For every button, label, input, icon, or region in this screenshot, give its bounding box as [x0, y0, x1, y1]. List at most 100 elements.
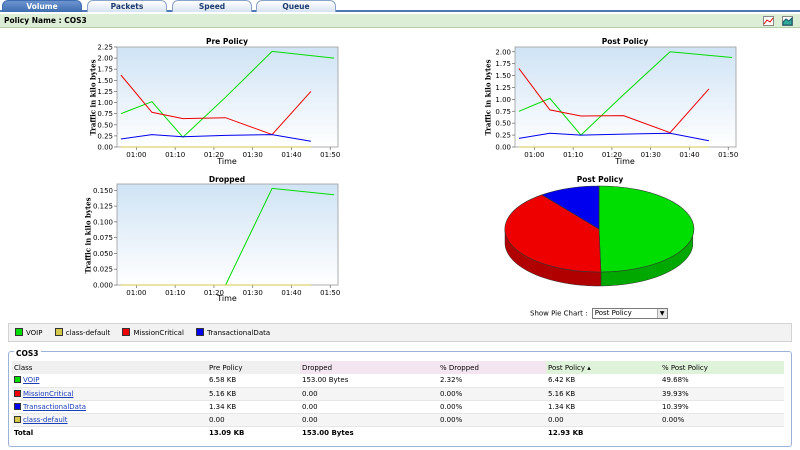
pct-post-policy-cell: 39.93% — [660, 387, 784, 401]
class-link-voip[interactable]: VOIP — [23, 376, 40, 385]
y-tick-label: 0.25 — [97, 132, 113, 140]
post-policy-cell: 6.42 KB — [546, 374, 660, 388]
y-tick-label: 1.75 — [97, 66, 113, 74]
line-chart-icon[interactable] — [763, 16, 774, 26]
tab-queue[interactable]: Queue — [256, 0, 336, 12]
series-line-voip — [120, 50, 335, 138]
tab-volume[interactable]: Volume — [2, 0, 82, 12]
legend-item: MissionCritical — [122, 324, 184, 343]
class-link-missioncritical[interactable]: MissionCritical — [23, 389, 74, 398]
x-tick-label: 01:30 — [641, 151, 661, 159]
y-tick-label: 0.25 — [495, 132, 511, 140]
x-tick-label: 01:20 — [204, 289, 224, 297]
legend-swatch — [196, 328, 205, 336]
x-tick-label: 01:50 — [320, 151, 340, 159]
total-pre-policy: 13.09 KB — [207, 425, 300, 439]
table-row: TransactionalData 1.34 KB 0.00 0.00% 1.3… — [12, 400, 784, 414]
legend-swatch — [122, 328, 131, 336]
chevron-down-icon[interactable]: ▼ — [656, 309, 667, 318]
y-tick-label: 0.75 — [495, 108, 511, 116]
pie-select-value: Post Policy — [594, 309, 632, 317]
class-cell: VOIP — [12, 374, 207, 388]
class-cell: TransactionalData — [12, 400, 207, 414]
pct-post-policy-cell: 49.68% — [660, 374, 784, 388]
x-tick-label: 01:00 — [126, 151, 146, 159]
pct-post-policy-cell: 10.39% — [660, 400, 784, 414]
post-policy-cell: 1.34 KB — [546, 400, 660, 414]
pre-policy-cell: 1.34 KB — [207, 400, 300, 414]
y-tick-label: 1.75 — [495, 60, 511, 68]
series-line-voip — [518, 51, 733, 136]
pie-slice-transactionaldata — [541, 185, 600, 230]
col-header-post-policy[interactable]: Post Policy ▴ — [546, 361, 660, 374]
series-line-transactionaldata — [518, 132, 709, 142]
area-chart-icon[interactable] — [782, 16, 793, 26]
x-tick-label: 01:20 — [204, 151, 224, 159]
pct-post-policy-cell: 0.00% — [660, 413, 784, 427]
chart-title: Post Policy — [576, 175, 624, 184]
total-post-policy: 12.93 KB — [546, 425, 660, 439]
legend-label: MissionCritical — [133, 329, 184, 337]
chart-title: Pre Policy — [205, 37, 249, 46]
tab-packets[interactable]: Packets — [87, 0, 167, 12]
x-tick-label: 01:30 — [243, 151, 263, 159]
x-tick-label: 01:30 — [243, 289, 263, 297]
tab-bar: Volume Packets Speed Queue — [0, 0, 800, 12]
x-tick-label: 01:50 — [320, 289, 340, 297]
legend-swatch — [54, 328, 63, 336]
y-tick-label: 0.50 — [495, 120, 511, 128]
plot-area — [116, 46, 339, 148]
y-tick-label: 0.75 — [97, 110, 113, 118]
series-line-transactionaldata — [120, 134, 311, 142]
y-tick-label: 2.25 — [97, 44, 113, 52]
total-dropped: 153.00 Bytes — [300, 425, 438, 439]
pie-chart-select[interactable]: Post Policy ▼ — [591, 308, 668, 319]
post-policy-cell: 0.00 — [546, 413, 660, 427]
y-tick-label: 0.075 — [93, 234, 113, 242]
x-tick-label: 01:40 — [281, 151, 301, 159]
class-swatch — [14, 389, 21, 397]
col-header-dropped[interactable]: Dropped — [300, 361, 438, 374]
class-link-class-default[interactable]: class-default — [23, 415, 68, 424]
pct-dropped-cell: 2.32% — [438, 374, 546, 388]
col-header-pre-policy[interactable]: Pre Policy — [207, 361, 300, 374]
y-tick-label: 0.150 — [93, 187, 113, 195]
class-cell: MissionCritical — [12, 387, 207, 401]
tab-speed[interactable]: Speed — [172, 0, 252, 12]
chart-xlabel: Time — [217, 157, 237, 166]
chart-xlabel: Time — [217, 294, 237, 303]
table-total-row: Total 13.09 KB 153.00 Bytes 12.93 KB — [12, 425, 784, 439]
x-tick-label: 01:10 — [165, 289, 185, 297]
dropped-cell: 153.00 Bytes — [300, 374, 438, 388]
class-link-transactionaldata[interactable]: TransactionalData — [23, 402, 86, 411]
y-tick-label: 1.50 — [495, 72, 511, 80]
pie-selector-label: Show Pie Chart : — [530, 309, 588, 318]
x-tick-label: 01:10 — [165, 151, 185, 159]
y-tick-label: 0.050 — [93, 250, 113, 258]
col-header-pct-dropped[interactable]: % Dropped — [438, 361, 546, 374]
total-pct-dropped — [438, 425, 546, 439]
y-tick-label: 0.100 — [93, 218, 113, 226]
y-tick-label: 1.50 — [97, 77, 113, 85]
y-tick-label: 1.00 — [97, 99, 113, 107]
table-row: MissionCritical 5.16 KB 0.00 0.00% 5.16 … — [12, 387, 784, 401]
class-cell: class-default — [12, 413, 207, 427]
traffic-table: Class Pre Policy Dropped % Dropped Post … — [12, 361, 784, 439]
x-tick-label: 01:40 — [281, 289, 301, 297]
y-tick-label: 0.125 — [93, 203, 113, 211]
pct-dropped-cell: 0.00% — [438, 400, 546, 414]
col-header-pct-post-policy[interactable]: % Post Policy — [660, 361, 784, 374]
y-tick-label: 0.00 — [495, 144, 511, 152]
legend-item: VOIP — [15, 324, 42, 343]
pie-slice-missioncritical — [504, 194, 602, 273]
x-tick-label: 01:40 — [679, 151, 699, 159]
x-tick-label: 01:10 — [563, 151, 583, 159]
col-header-class[interactable]: Class — [12, 361, 207, 374]
pie-chart-selector: Show Pie Chart : Post Policy ▼ — [530, 308, 668, 319]
policy-name-bar: Policy Name : COS3 — [0, 14, 800, 28]
chart-title: Dropped — [208, 175, 246, 184]
legend-item: TransactionalData — [196, 324, 270, 343]
